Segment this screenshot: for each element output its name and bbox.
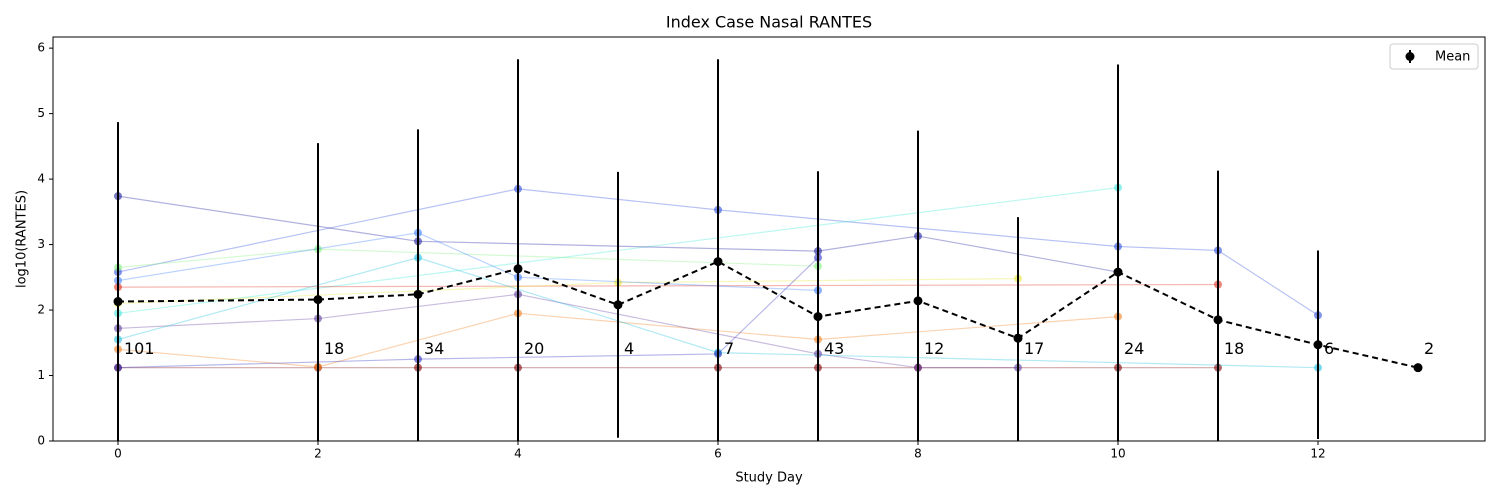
legend-marker bbox=[1405, 52, 1415, 61]
mean-marker bbox=[713, 257, 723, 267]
subject-line bbox=[117, 283, 1219, 288]
mean-marker bbox=[613, 300, 623, 310]
subject-line bbox=[117, 293, 1018, 369]
x-tick-label: 8 bbox=[914, 447, 922, 461]
count-label: 43 bbox=[824, 339, 844, 358]
count-label: 6 bbox=[1324, 339, 1334, 358]
count-label: 12 bbox=[924, 339, 944, 358]
subject-line bbox=[117, 257, 819, 369]
y-tick-label: 6 bbox=[37, 41, 45, 55]
x-tick-label: 10 bbox=[1110, 447, 1125, 461]
y-tick-label: 2 bbox=[37, 303, 45, 317]
plot-area bbox=[113, 59, 1423, 441]
count-label: 4 bbox=[624, 339, 634, 358]
legend-label: Mean bbox=[1435, 50, 1470, 65]
mean-marker bbox=[313, 295, 323, 305]
mean-marker bbox=[413, 289, 423, 299]
mean-marker bbox=[1213, 315, 1223, 325]
count-label: 18 bbox=[324, 339, 344, 358]
chart-title: Index Case Nasal RANTES bbox=[666, 13, 872, 32]
count-label: 101 bbox=[124, 339, 155, 358]
mean-marker bbox=[1113, 267, 1123, 277]
mean-marker bbox=[113, 297, 123, 307]
count-label: 18 bbox=[1224, 339, 1244, 358]
x-tick-label: 4 bbox=[514, 447, 522, 461]
mean-marker bbox=[513, 264, 523, 274]
count-label: 20 bbox=[524, 339, 544, 358]
x-tick-label: 12 bbox=[1310, 447, 1325, 461]
legend-box bbox=[1389, 43, 1479, 70]
y-tick-label: 0 bbox=[37, 434, 45, 448]
x-tick-label: 2 bbox=[314, 447, 322, 461]
y-tick-label: 1 bbox=[37, 368, 45, 382]
mean-marker bbox=[1013, 333, 1023, 343]
mean-marker bbox=[813, 312, 823, 322]
mean-marker bbox=[1313, 340, 1323, 350]
count-label: 34 bbox=[424, 339, 444, 358]
axes-frame bbox=[52, 36, 1486, 442]
count-label: 24 bbox=[1124, 339, 1144, 358]
mean-marker bbox=[1413, 363, 1423, 373]
y-tick-label: 3 bbox=[37, 237, 45, 251]
x-tick-label: 0 bbox=[114, 447, 122, 461]
count-label: 7 bbox=[724, 339, 734, 358]
mean-marker bbox=[913, 296, 923, 306]
y-tick-label: 5 bbox=[37, 106, 45, 120]
count-label: 17 bbox=[1024, 339, 1044, 358]
x-tick-label: 6 bbox=[714, 447, 722, 461]
x-axis-label: Study Day bbox=[735, 471, 803, 486]
y-tick-label: 4 bbox=[37, 172, 45, 186]
y-axis-label: log10(RANTES) bbox=[15, 190, 30, 288]
count-label: 2 bbox=[1424, 339, 1434, 358]
